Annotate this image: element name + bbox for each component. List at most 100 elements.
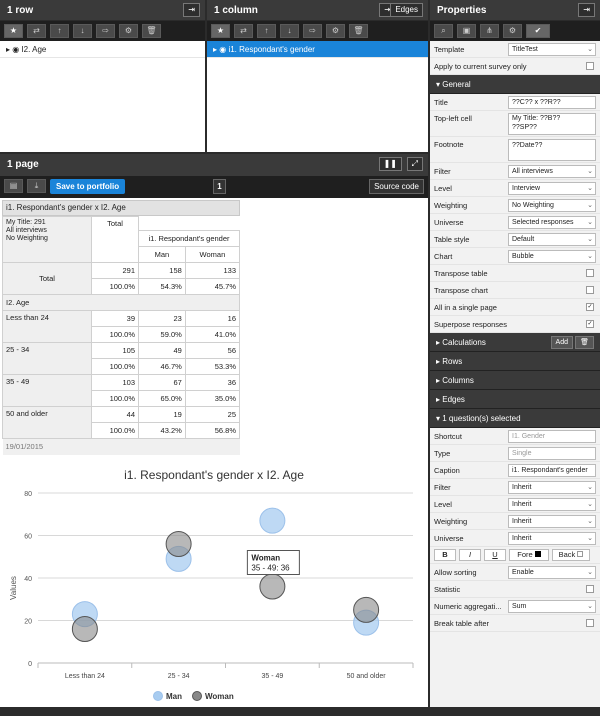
gear-icon[interactable]: ⚙: [119, 24, 138, 38]
trash-icon[interactable]: 🗑: [575, 336, 594, 349]
q-weighting-select[interactable]: Inherit ⌄: [508, 514, 596, 528]
move-up-icon[interactable]: ↑: [50, 24, 69, 38]
fore-label: Fore: [517, 550, 533, 559]
weighting-select[interactable]: No Weighting ⌄: [508, 198, 596, 212]
cell: 54.3%: [138, 278, 186, 295]
legend-label: Man: [166, 692, 182, 701]
q-level-row: Level Inherit ⌄: [430, 496, 600, 513]
export-icon[interactable]: ⇨: [96, 24, 115, 38]
superpose-checkbox[interactable]: ✓: [586, 320, 594, 328]
single-page-checkbox[interactable]: ✓: [586, 303, 594, 311]
type-input[interactable]: Single: [508, 446, 596, 460]
universe-select[interactable]: Selected responses ⌄: [508, 215, 596, 229]
section-rows[interactable]: ▸ Rows: [430, 352, 600, 371]
column-variable-header: i1. Respondant's gender: [138, 230, 240, 247]
italic-button[interactable]: I: [459, 549, 481, 561]
label: Top-left cell: [434, 114, 472, 123]
single-page-row: All in a single page ✓: [430, 299, 600, 316]
move-up-icon[interactable]: ↑: [257, 24, 276, 38]
edges-button[interactable]: Edges: [390, 3, 423, 17]
gear-icon[interactable]: ⚙: [503, 24, 522, 38]
move-down-icon[interactable]: ↓: [280, 24, 299, 38]
statistic-checkbox[interactable]: [586, 585, 594, 593]
bold-button[interactable]: B: [434, 549, 456, 561]
numagg-select[interactable]: Sum ⌄: [508, 599, 596, 613]
label: Transpose chart: [434, 285, 488, 295]
star-icon[interactable]: ★: [4, 24, 23, 38]
topleft-input[interactable]: My Title: ??B?? ??SP??: [508, 113, 596, 135]
apply-checkbox[interactable]: [586, 62, 594, 70]
add-button[interactable]: Add: [550, 336, 573, 349]
section-label: Calculations: [442, 338, 486, 347]
fullscreen-icon[interactable]: ⤢: [406, 157, 423, 171]
footnote-input[interactable]: ??Date??: [508, 139, 596, 161]
q-universe-select[interactable]: Inherit ⌄: [508, 531, 596, 545]
template-select[interactable]: TitleTest ⌄: [508, 42, 596, 56]
sorting-select[interactable]: Enable ⌄: [508, 565, 596, 579]
search-icon[interactable]: ⌕: [434, 24, 453, 38]
q-universe-row: Universe Inherit ⌄: [430, 530, 600, 547]
save-to-portfolio-button[interactable]: Save to portfolio: [50, 179, 126, 194]
statistic-row: Statistic: [430, 581, 600, 598]
move-down-icon[interactable]: ↓: [73, 24, 92, 38]
woman-header: Woman: [184, 246, 241, 263]
row-variable-header: I2. Age: [2, 294, 240, 311]
cell: 16: [184, 310, 241, 327]
download-icon[interactable]: ⤓: [27, 179, 46, 193]
export-icon[interactable]: ⇨: [303, 24, 322, 38]
page-number[interactable]: 1: [213, 179, 226, 194]
filter-select[interactable]: All interviews ⌄: [508, 164, 596, 178]
expand-icon[interactable]: ⇥: [183, 3, 200, 17]
section-calculations[interactable]: ▸ Calculations Add 🗑: [430, 333, 600, 352]
expand-icon[interactable]: ⇥: [578, 3, 595, 17]
q-filter-select[interactable]: Inherit ⌄: [508, 480, 596, 494]
title-input[interactable]: ??C?? x ??R??: [508, 95, 596, 109]
q-level-select[interactable]: Inherit ⌄: [508, 497, 596, 511]
fore-color-button[interactable]: Fore: [509, 549, 549, 561]
cell: 133: [184, 262, 241, 279]
section-columns[interactable]: ▸ Columns: [430, 371, 600, 390]
value: Selected responses: [512, 218, 574, 226]
shortcut-input[interactable]: I1. Gender: [508, 429, 596, 443]
save-icon[interactable]: ▣: [457, 24, 476, 38]
y-tick-label: 0: [28, 661, 32, 668]
label: Filter: [434, 166, 451, 176]
tree-icon[interactable]: ⋔: [480, 24, 499, 38]
column-toolbar: ★ ⇄ ↑ ↓ ⇨ ⚙ 🗑: [207, 21, 428, 41]
caret-icon: ⌄: [587, 252, 593, 260]
swap-icon[interactable]: ⇄: [234, 24, 253, 38]
gear-icon[interactable]: ⚙: [326, 24, 345, 38]
format-row: B I U Fore Back: [430, 547, 600, 564]
transpose-table-checkbox[interactable]: [586, 269, 594, 277]
breaktable-checkbox[interactable]: [586, 619, 594, 627]
transpose-chart-checkbox[interactable]: [586, 286, 594, 294]
layout-icon[interactable]: ▤: [4, 179, 23, 193]
section-edges[interactable]: ▸ Edges: [430, 390, 600, 409]
column-item[interactable]: ▸ ◉ i1. Respondant's gender: [207, 41, 428, 58]
value: Sum: [512, 602, 527, 610]
chart-select[interactable]: Bubble ⌄: [508, 249, 596, 263]
total-header: Total: [91, 216, 139, 263]
value: Inherit: [512, 517, 532, 525]
section-selected[interactable]: ▾ 1 question(s) selected: [430, 409, 600, 428]
back-color-button[interactable]: Back: [552, 549, 590, 561]
swap-icon[interactable]: ⇄: [27, 24, 46, 38]
source-code-button[interactable]: Source code: [369, 179, 424, 194]
level-select[interactable]: Interview ⌄: [508, 181, 596, 195]
trash-icon[interactable]: 🗑: [349, 24, 368, 38]
row-item[interactable]: ▸ ◉ I2. Age: [0, 41, 205, 58]
caption-input[interactable]: i1. Respondant's gender: [508, 463, 596, 477]
tablestyle-select[interactable]: Default ⌄: [508, 232, 596, 246]
label: Universe: [434, 217, 464, 227]
row-panel-header: 1 row ⇥: [0, 0, 205, 20]
trash-icon[interactable]: 🗑: [142, 24, 161, 38]
caret-icon: ⌄: [587, 167, 593, 175]
cell: 36: [184, 374, 241, 391]
label: Level: [434, 499, 452, 509]
underline-button[interactable]: U: [484, 549, 506, 561]
section-general[interactable]: ▾ General: [430, 75, 600, 94]
star-icon[interactable]: ★: [211, 24, 230, 38]
x-tick-label: 25 - 34: [168, 673, 190, 680]
pause-icon[interactable]: ❚❚: [378, 157, 402, 171]
check-icon[interactable]: ✔: [526, 24, 550, 38]
